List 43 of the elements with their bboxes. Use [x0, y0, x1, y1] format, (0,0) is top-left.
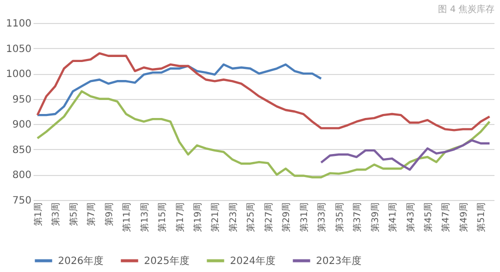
x-tick-label: 第11周 — [122, 202, 133, 232]
chart-title: 图 4 焦炭库存 — [438, 4, 495, 15]
x-tick-label: 第45周 — [423, 202, 434, 232]
y-tick-label: 900 — [12, 120, 32, 131]
x-tick-label: 第7周 — [86, 202, 98, 226]
line-series — [36, 63, 322, 116]
y-tick-label: 950 — [12, 94, 32, 106]
x-tick-label: 第1周 — [32, 202, 44, 226]
x-tick-label: 第43周 — [405, 202, 416, 232]
y-tick-label: 1050 — [6, 44, 32, 55]
x-tick-label: 第15周 — [157, 202, 168, 232]
x-tick-label: 第23周 — [228, 202, 239, 232]
line-series — [320, 139, 491, 171]
x-tick-label: 第5周 — [68, 202, 80, 226]
legend-label: 2026年度 — [58, 254, 104, 267]
x-tick-label: 第17周 — [174, 202, 186, 232]
x-tick-label: 第31周 — [298, 202, 310, 232]
x-tick-label: 第27周 — [263, 202, 274, 232]
legend-label: 2025年度 — [144, 254, 190, 267]
x-tick-label: 第51周 — [476, 202, 488, 232]
line-series — [36, 52, 491, 132]
x-tick-label: 第37周 — [352, 202, 364, 232]
legend-label: 2024年度 — [230, 254, 276, 267]
x-tick-label: 第25周 — [246, 202, 257, 232]
x-tick-label: 第3周 — [50, 202, 62, 226]
x-tick-label: 第29周 — [281, 202, 292, 232]
y-tick-label: 1100 — [6, 18, 32, 30]
x-tick-label: 第47周 — [440, 202, 452, 232]
x-tick-label: 第35周 — [334, 202, 346, 232]
x-tick-label: 第49周 — [458, 202, 470, 232]
x-tick-label: 第21周 — [210, 202, 222, 232]
x-tick-label: 第9周 — [104, 202, 115, 226]
x-tick-label: 第19周 — [192, 202, 204, 232]
legend-label: 2023年度 — [316, 254, 362, 267]
x-tick-label: 第13周 — [139, 202, 150, 232]
y-tick-label: 750 — [12, 196, 32, 206]
y-tick-label: 850 — [12, 144, 32, 156]
y-tick-label: 1000 — [6, 69, 32, 80]
x-tick-label: 第33周 — [316, 202, 328, 232]
y-tick-label: 800 — [12, 170, 32, 182]
x-tick-label: 第39周 — [370, 202, 381, 232]
x-tick-label: 第41周 — [388, 202, 399, 232]
line-series — [36, 90, 491, 178]
